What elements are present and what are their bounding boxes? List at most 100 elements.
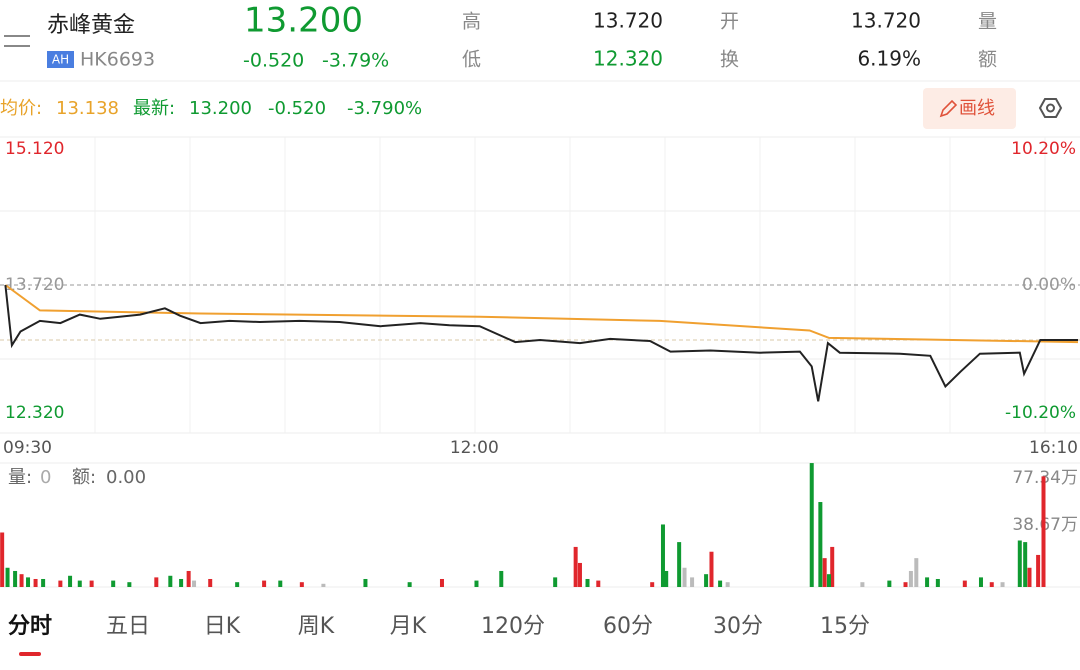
volume-bar: [321, 583, 326, 587]
last-value: 13.200: [189, 98, 252, 119]
volume-bar: [573, 546, 578, 587]
volume-bar: [718, 580, 723, 587]
volume-bar: [68, 575, 73, 587]
tab[interactable]: 五日: [106, 614, 150, 639]
volume-bar: [186, 570, 191, 587]
volume-bar: [499, 570, 504, 587]
badge-bg: [47, 51, 74, 68]
volume-bar: [1000, 582, 1005, 587]
x-tick-label: 12:00: [450, 438, 499, 458]
volume-bar: [41, 578, 46, 587]
volume-bar: [235, 582, 240, 587]
volume-bar: [13, 570, 18, 587]
button-bg: [923, 88, 1016, 129]
tab[interactable]: 15分: [820, 614, 870, 639]
volume-bar: [278, 580, 283, 587]
volume-bar: [935, 578, 940, 587]
tab[interactable]: 30分: [713, 614, 763, 639]
tab[interactable]: 周K: [298, 614, 335, 639]
volume-bar: [826, 574, 831, 587]
y-tick-label: 15.120: [5, 139, 64, 159]
volume-bar: [650, 582, 655, 587]
volume-bar: [1041, 476, 1046, 587]
volume-bar: [179, 578, 184, 587]
volume-bar: [978, 577, 983, 587]
pencil-icon: [939, 99, 958, 118]
volume-bar: [154, 577, 159, 587]
volume-bar: [709, 551, 714, 587]
volume-bar: [208, 578, 213, 587]
volume-bar: [682, 567, 687, 587]
volume-bar: [0, 532, 5, 587]
hexagon-dot: [1046, 103, 1055, 113]
stat-value: 6.19%: [857, 47, 921, 71]
hexagon: [1038, 98, 1063, 118]
volume-bar: [363, 578, 368, 587]
stock-code: HK6693: [80, 49, 155, 71]
y2-tick-label: -10.20%: [1005, 403, 1076, 423]
volume-bar: [596, 580, 601, 587]
stock-name: 赤峰黄金: [47, 13, 135, 38]
menu-icon[interactable]: [4, 35, 30, 47]
volume-bar: [908, 570, 913, 587]
volume-bar: [299, 582, 304, 587]
stat-label: 额: [978, 49, 997, 71]
volume-bar: [77, 580, 82, 587]
tab[interactable]: 月K: [390, 614, 427, 639]
charts: 15.120 13.720 12.320 10.20% 0.00% -10.20% 09:3…: [0, 136, 1080, 588]
price: 13.200: [244, 1, 363, 41]
volume-bar: [925, 577, 930, 587]
volume-bar: [26, 577, 31, 587]
tab[interactable]: 60分: [603, 614, 653, 639]
stat-label: 量: [978, 11, 997, 33]
volume-bar: [664, 570, 669, 587]
y-tick-label: 13.720: [5, 275, 64, 295]
volume-bar: [168, 575, 173, 587]
volume-bar: [33, 578, 38, 587]
button-label: 画线: [959, 98, 995, 119]
volume-bar: [439, 578, 444, 587]
avg-label: 均价:: [0, 98, 42, 119]
volume-bar: [1027, 567, 1032, 587]
volume-bar: [19, 574, 24, 587]
tab-active[interactable]: 分时: [8, 614, 52, 639]
volume-bar: [5, 567, 10, 587]
volume-info: 额:: [72, 467, 96, 488]
volume-bar: [660, 524, 665, 587]
tab[interactable]: 120分: [481, 614, 545, 639]
price-line: [4, 284, 1079, 344]
settings-icon[interactable]: [1038, 98, 1063, 118]
volume-bar: [1036, 554, 1041, 587]
volume-bar: [1023, 542, 1028, 587]
volume-bar: [903, 582, 908, 587]
stat-label: 低: [462, 49, 481, 71]
volume-bar: [474, 580, 479, 587]
tab[interactable]: 日K: [204, 614, 241, 639]
volume-bar: [962, 580, 967, 587]
draw-button[interactable]: 画线: [923, 88, 1016, 129]
volume-bar: [809, 463, 814, 587]
volume-bar: [553, 577, 558, 587]
x-tick-label: 16:10: [1029, 438, 1078, 458]
y-tick-label: 12.320: [5, 403, 64, 423]
volume-bar: [914, 558, 919, 587]
volume-bar: [127, 582, 132, 587]
last-label: 最新:: [133, 98, 175, 119]
y2-tick-label: 0.00%: [1022, 275, 1076, 295]
change: -0.520: [268, 98, 326, 119]
stat-label: 高: [462, 11, 481, 33]
stat-label: 换: [720, 49, 739, 71]
volume-bar: [58, 580, 63, 587]
volume-bar: [818, 502, 823, 587]
volume-bar: [690, 577, 695, 587]
stat-value: 13.720: [851, 9, 921, 33]
volume-bar: [577, 562, 582, 587]
volume-bar: [262, 580, 267, 587]
volume-bar: [585, 578, 590, 587]
volume-bar: [111, 580, 116, 587]
volume-bar: [887, 580, 892, 587]
volume-bar: [989, 582, 994, 587]
price-line: [4, 284, 1078, 402]
stat-label: 开: [720, 11, 739, 33]
